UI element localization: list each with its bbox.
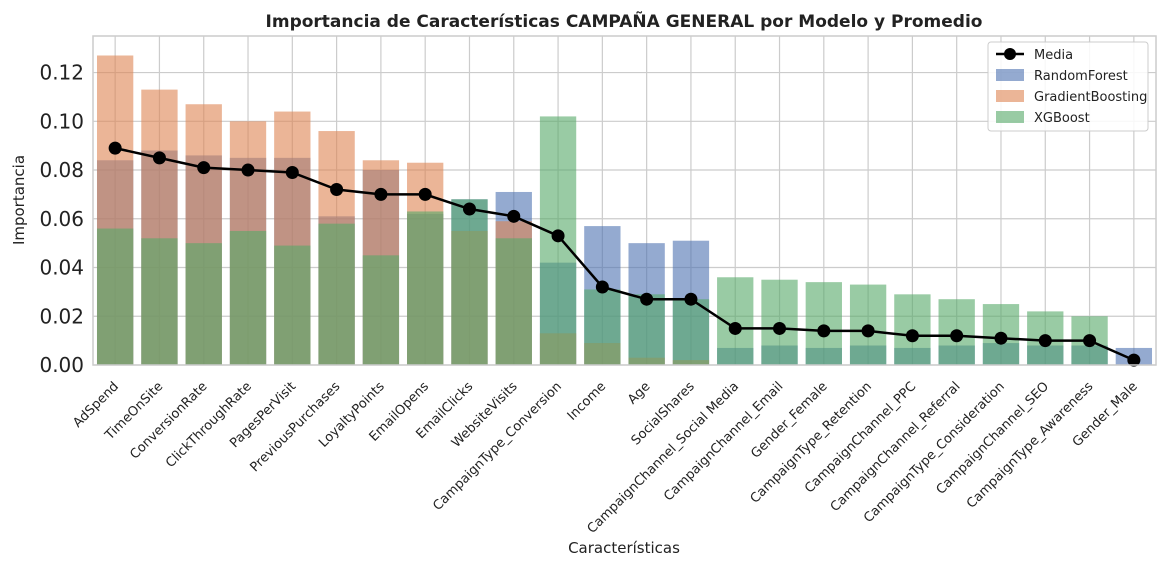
bar-xgboost-emailopens — [407, 211, 444, 365]
y-tick-label: 0.06 — [39, 207, 84, 231]
legend-label: RandomForest — [1034, 69, 1128, 84]
mean-point — [1083, 334, 1097, 348]
x-tick-label: Gender_Female — [748, 379, 830, 461]
bar-xgboost-age — [628, 294, 665, 365]
bar-xgboost-socialshares — [672, 299, 710, 365]
y-tick-label: 0.08 — [39, 158, 84, 182]
mean-point — [285, 165, 299, 179]
mean-point — [197, 161, 211, 175]
mean-point — [507, 209, 521, 223]
mean-point — [418, 187, 432, 201]
x-tick-label: Age — [625, 379, 653, 407]
legend-label: GradientBoosting — [1034, 90, 1147, 105]
legend-swatch-randomforest — [996, 69, 1024, 81]
mean-point — [905, 329, 919, 343]
mean-point — [1038, 334, 1052, 348]
y-tick-label: 0.12 — [39, 61, 84, 85]
bars — [96, 55, 1153, 366]
y-tick-label: 0.02 — [39, 304, 84, 328]
legend-label: XGBoost — [1034, 111, 1090, 126]
x-tick-labels: AdSpendTimeOnSiteConversionRateClickThro… — [70, 379, 1140, 537]
y-tick-label: 0.10 — [39, 109, 84, 133]
bar-xgboost-adspend — [96, 228, 134, 365]
mean-point — [817, 324, 831, 338]
bar-xgboost-clickthroughrate — [229, 230, 267, 365]
legend-marker-mean — [1004, 48, 1016, 60]
mean-point — [152, 151, 166, 165]
bar-xgboost-emailclicks — [451, 199, 488, 365]
x-axis-label: Características — [568, 539, 680, 557]
legend-swatch-xgboost — [996, 111, 1024, 123]
mean-point — [595, 280, 609, 294]
y-axis-label: Importancia — [10, 155, 28, 245]
mean-point — [330, 183, 344, 197]
chart-title: Importancia de Características CAMPAÑA G… — [266, 9, 983, 32]
bar-xgboost-pagespervisit — [274, 245, 311, 365]
bar-xgboost-websitevisits — [495, 238, 532, 365]
x-tick-label: ClickThroughRate — [163, 379, 255, 471]
mean-point — [374, 187, 388, 201]
y-tick-labels: 0.00 0.02 0.04 0.06 0.08 0.10 0.12 — [39, 61, 84, 377]
bar-xgboost-loyaltypoints — [362, 255, 400, 365]
mean-point — [241, 163, 255, 177]
mean-point — [728, 321, 742, 335]
legend-box — [987, 41, 1149, 132]
mean-point — [861, 324, 875, 338]
mean-point — [108, 141, 122, 155]
mean-point — [950, 329, 964, 343]
y-tick-label: 0.04 — [39, 256, 84, 280]
bar-xgboost-timeonsite — [141, 238, 178, 365]
mean-line-series — [108, 141, 1141, 367]
bar-xgboost-gender-female — [805, 282, 842, 365]
x-tick-label: ConversionRate — [127, 379, 210, 462]
legend-label: Media — [1034, 48, 1073, 63]
legend-swatch-gradientboosting — [996, 90, 1024, 102]
mean-point — [640, 292, 654, 306]
legend: Media RandomForest GradientBoosting XGBoost — [987, 41, 1149, 132]
bar-xgboost-income — [584, 289, 621, 365]
mean-point — [994, 331, 1008, 345]
y-tick-label: 0.00 — [39, 353, 84, 377]
x-tick-label: Income — [565, 379, 609, 423]
mean-point — [684, 292, 698, 306]
plot-frame — [92, 35, 1157, 366]
mean-point — [551, 229, 565, 243]
mean-point — [773, 321, 787, 335]
bar-xgboost-conversionrate — [185, 243, 222, 365]
mean-point — [462, 202, 476, 216]
bar-xgboost-previouspurchases — [318, 223, 355, 365]
mean-point — [1127, 353, 1141, 367]
mean-line — [114, 146, 1135, 362]
